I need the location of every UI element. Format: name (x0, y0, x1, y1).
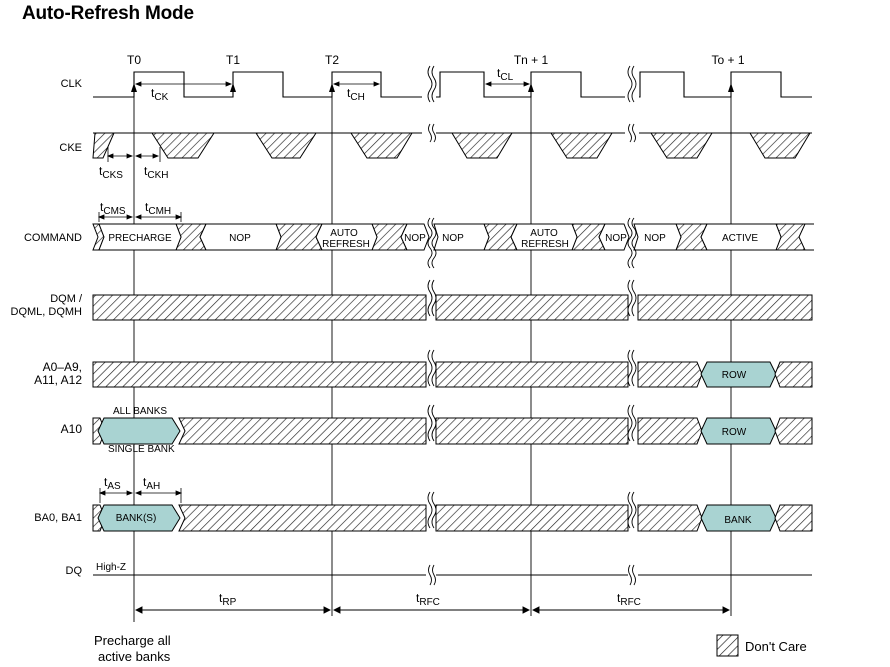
diagram-title: Auto-Refresh Mode (22, 3, 194, 24)
address-row-value: ROW (722, 370, 747, 381)
signal-label-a10: A10 (61, 422, 83, 436)
dqm-bus (92, 294, 813, 321)
signal-label-addr-1: A0–A9, (43, 360, 82, 374)
command-active: ACTIVE (722, 233, 758, 244)
command-precharge: PRECHARGE (108, 233, 172, 244)
clock-label-t0: T0 (127, 53, 141, 67)
tck-label: tCK (151, 86, 169, 103)
command-nop-4: NOP (605, 233, 627, 244)
legend-dont-care-label: Don't Care (745, 639, 807, 654)
command-nop-1: NOP (229, 233, 251, 244)
clock-label-t1: T1 (226, 53, 240, 67)
tcms-label: tCMS (100, 200, 126, 217)
address-timing-markers (98, 488, 183, 503)
clock-label-to1: To + 1 (711, 53, 744, 67)
clock-label-tn1: Tn + 1 (514, 53, 549, 67)
tcl-label: tCL (497, 66, 514, 83)
command-nop-3: NOP (442, 233, 464, 244)
clock-label-t2: T2 (325, 53, 339, 67)
time-break-markers (427, 65, 637, 586)
a10-bus (92, 417, 813, 445)
address-bus (92, 361, 813, 388)
tch-label: tCH (347, 86, 365, 103)
tah-label: tAH (143, 475, 160, 492)
signal-label-clk: CLK (61, 78, 83, 90)
ba-banks-value: BANK(S) (116, 513, 157, 524)
signal-label-ba: BA0, BA1 (34, 512, 82, 524)
cke-setup-hold-markers (106, 147, 161, 162)
signal-label-cke: CKE (59, 142, 82, 154)
signal-label-command: COMMAND (24, 232, 82, 244)
trp-label: tRP (219, 591, 237, 608)
footnote-line-2: active banks (98, 649, 171, 664)
command-bus (92, 223, 814, 251)
signal-label-dqm-2: DQML, DQMH (11, 306, 83, 318)
clk-timing-annotations (134, 81, 531, 87)
ba-bus (92, 504, 813, 532)
trfc-label-1: tRFC (416, 591, 440, 608)
clock-edge-lines (133, 72, 732, 622)
footnote-line-1: Precharge all (94, 633, 171, 648)
command-auto-1: AUTO (330, 228, 358, 239)
command-nop-5: NOP (644, 233, 666, 244)
interval-arrows (134, 606, 731, 614)
signal-label-addr-2: A11, A12 (34, 373, 82, 387)
a10-row-value: ROW (722, 427, 747, 438)
a10-single-bank: SINGLE BANK (108, 444, 175, 455)
tas-label: tAS (104, 475, 121, 492)
command-timing-markers (97, 212, 183, 222)
legend-dont-care-swatch (716, 634, 739, 657)
command-nop-2: NOP (404, 233, 426, 244)
clk-waveform (93, 71, 812, 98)
tcmh-label: tCMH (145, 200, 171, 217)
clk-rising-edge-arrows (131, 83, 734, 92)
tckh-label: tCKH (144, 164, 168, 181)
trfc-label-2: tRFC (617, 591, 641, 608)
tcks-label: tCKS (99, 164, 123, 181)
signal-label-dqm-1: DQM / (50, 293, 83, 305)
command-refresh-1: REFRESH (322, 239, 370, 250)
a10-all-banks: ALL BANKS (113, 406, 167, 417)
signal-label-dq: DQ (66, 565, 83, 577)
cke-waveform (92, 132, 812, 159)
dq-high-z: High-Z (96, 562, 126, 573)
command-auto-2: AUTO (530, 228, 558, 239)
ba-bank-value: BANK (724, 515, 752, 526)
command-refresh-2: REFRESH (521, 239, 569, 250)
